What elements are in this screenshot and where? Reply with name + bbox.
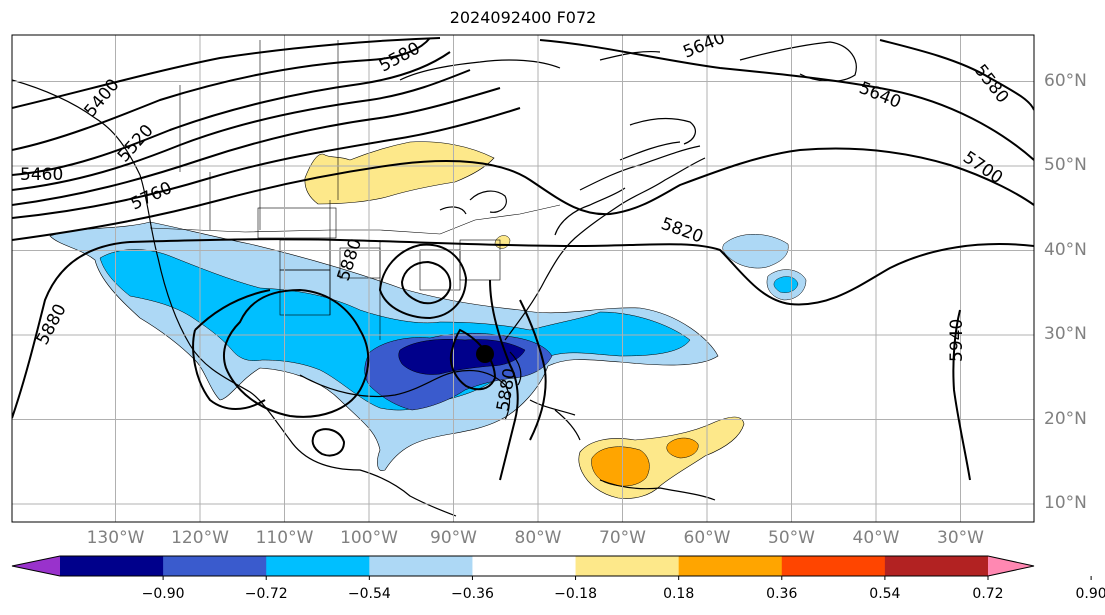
positive-anomaly-small — [494, 235, 511, 249]
colorbar-segment — [266, 556, 370, 576]
contour-label: 5700 — [959, 148, 1006, 189]
longitude-label: 80°W — [514, 528, 562, 548]
coastlines — [12, 41, 857, 517]
latitude-label: 40°N — [1044, 239, 1087, 260]
contour-label: 5640 — [680, 28, 728, 63]
longitude-label: 30°W — [937, 528, 984, 548]
contour-label: 5820 — [658, 214, 705, 248]
latitude-label: 10°N — [1044, 493, 1087, 513]
longitude-label: 50°W — [768, 528, 815, 548]
positive-anomaly-caribbean-core-2 — [666, 437, 699, 459]
contour-label: 5580 — [970, 61, 1012, 107]
longitude-label: 40°W — [852, 528, 900, 548]
colorbar-segment — [369, 556, 473, 576]
colorbar-high-extension — [988, 556, 1034, 576]
colorbar-segment — [575, 556, 680, 576]
latitude-label: 30°N — [1044, 324, 1087, 344]
colorbar-segment — [60, 556, 164, 576]
colorbar-tick-label: −0.90 — [141, 586, 185, 602]
colorbar-segment — [884, 556, 989, 576]
colorbar-outline — [11, 555, 1035, 577]
latitude-label: 60°N — [1044, 70, 1087, 91]
longitude-label: 130°W — [86, 528, 145, 548]
contour-label: 5940 — [947, 319, 967, 362]
colorbar-tick-label: 0.90 — [1075, 586, 1105, 602]
latitude-label: 50°N — [1044, 155, 1087, 175]
colorbar-tick-label: −0.54 — [347, 586, 391, 602]
colorbar-segment — [472, 556, 577, 576]
colorbar-segment — [163, 556, 267, 576]
contour-label: 5460 — [20, 165, 63, 185]
contour-label: 5580 — [376, 38, 424, 76]
colorbar-tick-label: −0.72 — [244, 586, 288, 602]
map-frame — [11, 34, 1035, 523]
colorbar-tick-label: 0.18 — [663, 586, 695, 602]
graticule — [12, 35, 1034, 522]
colorbar-tick-label: 0.36 — [766, 586, 798, 602]
colorbar-tick-label: 0.54 — [869, 586, 901, 602]
negative-anomaly-medium — [99, 249, 691, 411]
negative-anomaly-atlantic — [722, 234, 789, 269]
colorbar-tick-label: −0.18 — [554, 586, 597, 602]
positive-anomaly-canada — [304, 141, 495, 205]
height-contours — [12, 37, 1034, 481]
longitude-label: 70°W — [599, 528, 646, 548]
latitude-label: 20°N — [1044, 408, 1087, 429]
longitude-label: 60°W — [683, 528, 731, 548]
longitude-label: 120°W — [171, 528, 229, 548]
colorbar — [11, 555, 1092, 580]
storm-center-marker — [476, 345, 494, 363]
colorbar-segment — [678, 556, 783, 576]
colorbar-segment — [781, 556, 886, 576]
longitude-label: 100°W — [340, 528, 398, 548]
contour-label: 5760 — [128, 178, 176, 214]
contour-label: 5520 — [114, 121, 158, 167]
longitude-label: 110°W — [255, 528, 314, 548]
contour-label: 5640 — [856, 78, 904, 113]
longitude-label: 90°W — [430, 528, 477, 548]
map-title: 2024092400 F072 — [449, 8, 597, 27]
colorbar-low-extension — [12, 556, 60, 576]
colorbar-tick-label: 0.72 — [972, 586, 1004, 602]
colorbar-tick-label: −0.36 — [450, 586, 494, 602]
